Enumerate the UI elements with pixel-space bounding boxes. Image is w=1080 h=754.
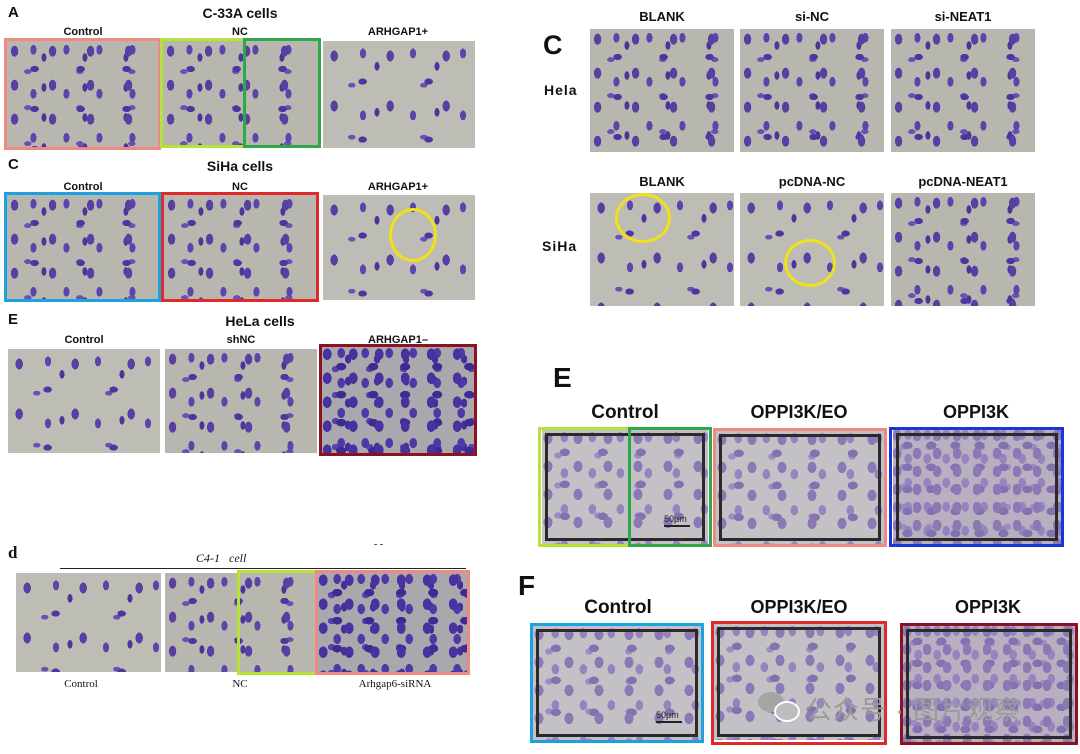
panel-letter-f: F	[518, 570, 536, 601]
micrograph-hela-si-neat1	[891, 29, 1035, 152]
panel-d-col-nc: NC	[232, 678, 248, 690]
scale-bar-e-label: 50μm	[664, 514, 687, 524]
highlight-frame-green-e	[628, 427, 712, 547]
micrograph-e-right-oppi3k	[893, 430, 1061, 544]
panel-e-col-control: Control	[64, 334, 104, 346]
micrograph-border-f-oppi3k-eo	[717, 627, 881, 737]
panel-a-col-arhgap1plus: ARHGAP1+	[367, 26, 429, 38]
highlight-frame-blue-f	[530, 623, 704, 743]
highlight-frame-darkred-f	[900, 623, 1078, 745]
panel-c-col-arhgap1plus: ARHGAP1+	[367, 181, 429, 193]
micrograph-border-e-oppi3k	[896, 433, 1058, 541]
micrograph-e-shnc	[165, 349, 317, 453]
highlight-frame-salmon-e	[713, 428, 887, 547]
row-label-hela: Hela	[544, 82, 578, 98]
micrograph-f-oppi3k-eo	[714, 624, 884, 740]
panel-d-col-arhgap6-sirna: Arhgap6-siRNA	[358, 678, 432, 690]
wechat-logo-icon	[758, 692, 800, 722]
panel-c-col-nc: NC	[232, 181, 248, 193]
micrograph-hela-si-nc	[740, 29, 884, 152]
highlight-frame-salmon	[4, 38, 161, 150]
panel-letter-a: A	[8, 4, 19, 21]
micrograph-c-nc	[164, 195, 316, 300]
panel-c-right-col-pcdna-nc: pcDNA-NC	[778, 174, 846, 189]
highlight-frame-darkred	[319, 344, 477, 456]
panel-e-right-col-control: Control	[591, 402, 659, 423]
micrograph-d-arhgap6-sirna	[318, 573, 467, 672]
micrograph-e-control	[8, 349, 160, 453]
row-label-siha: SiHa	[542, 238, 578, 254]
panel-e-title: HeLa cells	[225, 313, 295, 329]
panel-d-title-rule	[60, 568, 466, 569]
panel-letter-d: d	[8, 543, 18, 562]
scale-bar-f-label: 50μm	[656, 710, 679, 720]
panel-c-col-control: Control	[63, 181, 103, 193]
panel-a-title: C-33A cells	[202, 5, 278, 21]
micrograph-a-nc	[163, 41, 319, 148]
scale-bar-f-line	[656, 721, 682, 723]
micrograph-border-e-control	[545, 433, 705, 541]
micrograph-c-control	[7, 195, 159, 300]
watermark-text: 公众号 · 图片观察	[806, 695, 1022, 725]
panel-f-col-oppi3k-eo: OPPI3K/EO	[750, 597, 848, 617]
panel-letter-e-right: E	[553, 362, 572, 393]
micrograph-a-arhgap1plus	[323, 41, 475, 148]
highlight-frame-navy-e	[889, 427, 1064, 547]
panel-f-col-oppi3k: OPPI3K	[954, 597, 1022, 617]
micrograph-siha-pcdna-neat1	[891, 193, 1035, 306]
panel-c-right-col-blank: BLANK	[639, 9, 685, 24]
panel-letter-c-left: C	[8, 156, 19, 173]
micrograph-hela-blank	[590, 29, 734, 152]
panel-d-dots: - -	[374, 539, 384, 550]
highlight-frame-red-f	[711, 621, 887, 745]
scale-bar-f: 50μm	[656, 710, 682, 723]
panel-d-col-control: Control	[64, 678, 98, 690]
micrograph-a-control	[7, 41, 159, 148]
panel-c-right-col-blank-2: BLANK	[639, 174, 685, 189]
panel-e-right-col-oppi3k-eo: OPPI3K/EO	[750, 402, 848, 422]
scale-bar-e-line	[664, 525, 690, 527]
highlight-frame-lime-e	[538, 427, 631, 547]
highlight-frame-lime	[160, 38, 246, 148]
micrograph-border-f-control	[536, 629, 698, 737]
panel-c-right-col-si-nc: si-NC	[795, 9, 829, 24]
micrograph-e-right-oppi3k-eo	[716, 431, 884, 544]
panel-e-col-arhgap1minus: ARHGAP1–	[368, 334, 428, 346]
micrograph-border-f-oppi3k	[906, 629, 1072, 739]
yellow-circle-annotation	[389, 208, 437, 262]
panel-a-col-control: Control	[63, 26, 103, 38]
panel-letter-e-left: E	[8, 311, 19, 328]
panel-d-title: C4-1 cell	[196, 551, 247, 565]
highlight-frame-green	[243, 38, 321, 148]
micrograph-d-nc	[165, 573, 315, 672]
micrograph-f-oppi3k	[903, 626, 1075, 742]
panel-e-right-col-oppi3k: OPPI3K	[942, 402, 1010, 422]
yellow-circle-annotation-blank	[615, 193, 671, 243]
panel-e-col-shnc: shNC	[226, 334, 256, 346]
micrograph-e-arhgap1minus	[322, 347, 474, 453]
panel-c-right-col-pcdna-neat1: pcDNA-NEAT1	[918, 174, 1008, 189]
panel-c-title: SiHa cells	[206, 158, 274, 174]
panel-letter-c-right: C	[543, 30, 563, 60]
panel-f-col-control: Control	[584, 597, 652, 618]
panel-c-right-col-si-neat1: si-NEAT1	[934, 9, 992, 24]
scale-bar-e: 50μm	[664, 514, 690, 527]
micrograph-d-control	[16, 573, 161, 672]
highlight-frame-red	[161, 192, 319, 302]
highlight-frame-blue	[4, 192, 161, 302]
panel-a-col-nc: NC	[232, 26, 248, 38]
micrograph-border-e-oppi3k-eo	[719, 434, 881, 541]
highlight-frame-lime-d	[237, 570, 318, 675]
wechat-bubble-small	[774, 701, 800, 722]
micrograph-e-right-control	[542, 430, 708, 544]
yellow-circle-annotation-pcdna-nc	[784, 239, 836, 287]
highlight-frame-salmon-d	[315, 570, 470, 675]
